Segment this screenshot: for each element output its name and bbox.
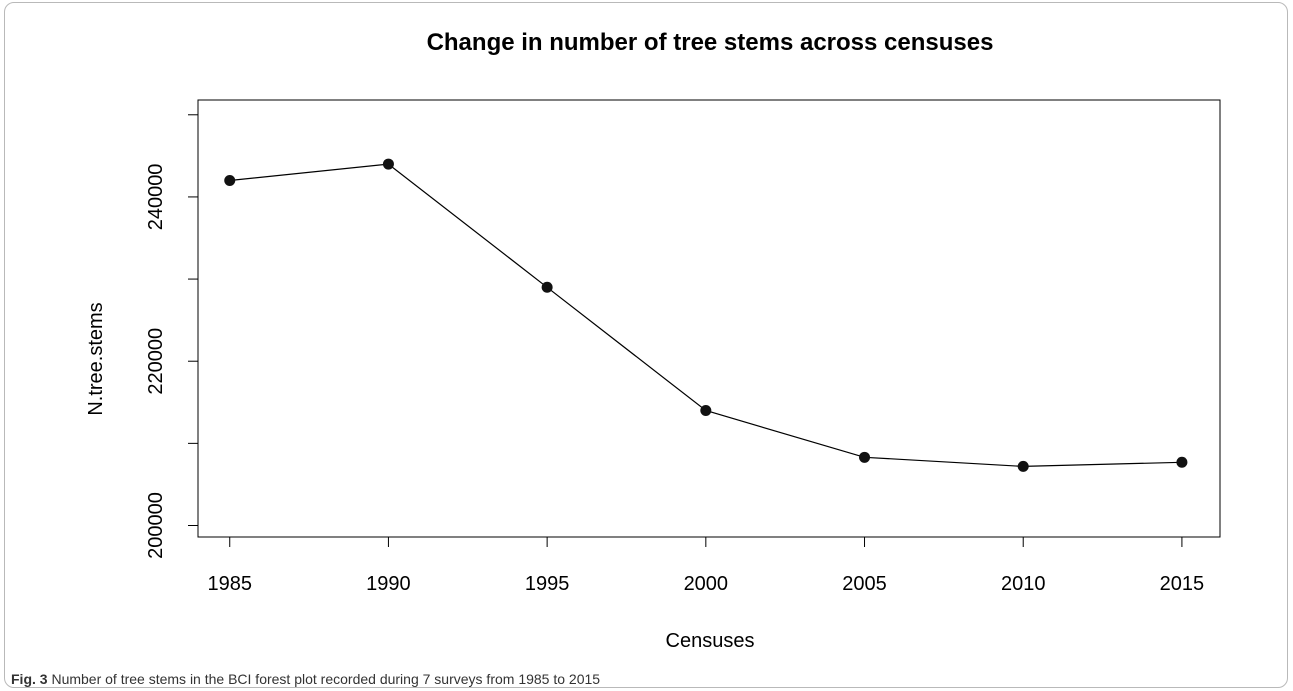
x-tick-label: 1990	[366, 573, 411, 595]
x-tick-label: 2005	[842, 573, 887, 595]
series-layer	[224, 158, 1188, 472]
x-tick-label: 2010	[1001, 573, 1046, 595]
x-tick-label: 1985	[207, 573, 252, 595]
x-axis: 1985 1990 1995 2000 2005 2010 2015	[207, 536, 1205, 595]
data-point	[382, 158, 394, 170]
y-axis-label: N.tree.stems	[85, 302, 107, 415]
plot-area-box	[197, 99, 1221, 538]
data-point	[1017, 460, 1029, 472]
y-axis: 200000 220000 240000	[145, 114, 199, 559]
data-point	[1176, 456, 1188, 468]
chart-title: Change in number of tree stems across ce…	[427, 29, 994, 56]
x-tick-label: 2000	[684, 573, 729, 595]
y-tick-label: 220000	[145, 328, 167, 395]
series-line	[229, 163, 1182, 468]
caption-text: Number of tree stems in the BCI forest p…	[51, 671, 601, 687]
figure-caption: Fig. 3 Number of tree stems in the BCI f…	[11, 671, 600, 687]
y-tick-label: 240000	[145, 164, 167, 231]
caption-label: Fig. 3	[11, 671, 48, 687]
y-tick-label: 200000	[145, 492, 167, 559]
x-axis-label: Censuses	[666, 630, 755, 652]
x-tick-label: 2015	[1160, 573, 1205, 595]
data-point	[224, 175, 236, 186]
data-point	[541, 281, 553, 293]
data-point	[700, 405, 712, 416]
figure-frame	[4, 2, 1288, 688]
data-point	[859, 451, 871, 463]
x-tick-label: 1995	[525, 573, 570, 595]
